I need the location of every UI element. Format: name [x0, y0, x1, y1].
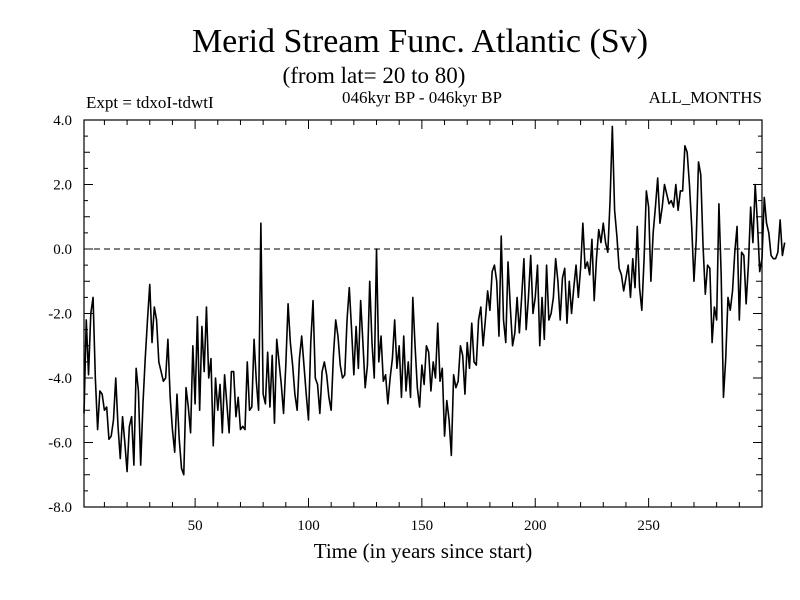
- chart-subtitle: (from lat= 20 to 80): [283, 63, 466, 88]
- period-label: 046kyr BP - 046kyr BP: [342, 88, 502, 107]
- x-tick-label: 250: [637, 518, 660, 534]
- x-tick-label: 100: [297, 518, 320, 534]
- axis-ticks: [84, 119, 763, 508]
- months-label: ALL_MONTHS: [649, 88, 762, 107]
- chart-title: Merid Stream Func. Atlantic (Sv): [192, 23, 648, 60]
- x-axis-label: Time (in years since start): [314, 539, 533, 563]
- experiment-label: Expt = tdxoI-tdwtI: [86, 93, 214, 112]
- y-tick-label: 4.0: [53, 113, 72, 129]
- y-tick-label: -4.0: [48, 371, 72, 387]
- x-tick-label: 200: [524, 518, 547, 534]
- y-tick-label: -6.0: [48, 436, 72, 452]
- plot-frame: [83, 119, 763, 508]
- y-tick-label: 0.0: [53, 242, 72, 258]
- y-tick-label: 2.0: [53, 178, 72, 194]
- axis-tick-labels: 4.0 2.0 0.0 -2.0 -4.0 -6.0 -8.0 50 100 150 200 250: [48, 113, 660, 534]
- series-line: [83, 125, 786, 476]
- y-tick-label: -2.0: [48, 307, 72, 323]
- x-tick-label: 50: [188, 518, 203, 534]
- y-tick-label: -8.0: [48, 500, 72, 516]
- x-tick-label: 150: [411, 518, 434, 534]
